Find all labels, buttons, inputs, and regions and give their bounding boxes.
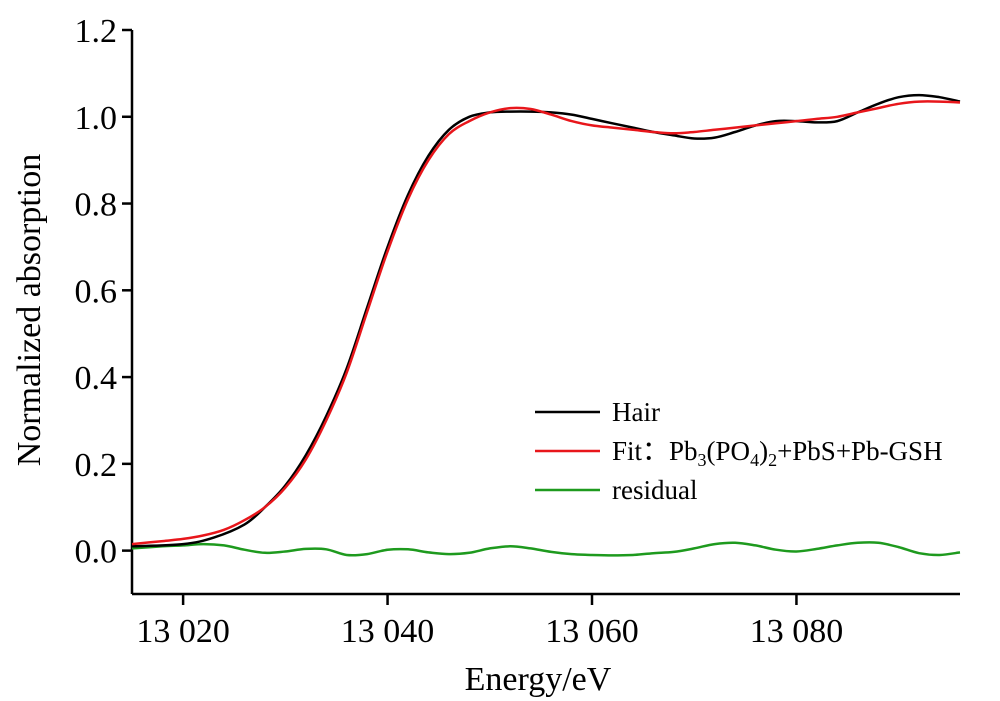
y-tick-label: 0.8 bbox=[75, 187, 118, 224]
y-tick-label: 0.6 bbox=[75, 273, 118, 310]
fit-sub2: 4 bbox=[750, 450, 759, 470]
axes: 0.0 0.2 0.4 0.6 0.8 1.0 1.2 13 020 13 040 13 060 1… bbox=[75, 13, 960, 650]
series-hair-line bbox=[131, 93, 961, 548]
y-tick-label: 0.4 bbox=[75, 360, 118, 397]
series-residual-line bbox=[131, 541, 961, 557]
legend: Hair Fit：Pb3(PO4)2+PbS+Pb-GSH residual bbox=[535, 397, 943, 505]
legend-label-residual: residual bbox=[612, 475, 697, 505]
fit-mid: (PO bbox=[707, 436, 751, 466]
fit-sub3: 2 bbox=[768, 450, 777, 470]
x-axis-title: Energy/eV bbox=[465, 661, 612, 698]
fit-prefix: Fit：Pb bbox=[612, 436, 698, 466]
legend-label-hair: Hair bbox=[612, 397, 660, 427]
x-tick-label: 13 040 bbox=[341, 613, 435, 650]
legend-label-fit: Fit：Pb3(PO4)2+PbS+Pb-GSH bbox=[612, 436, 943, 470]
fit-close: ) bbox=[759, 436, 768, 466]
y-tick-label: 1.2 bbox=[75, 13, 118, 50]
y-tick-label: 0.2 bbox=[75, 447, 118, 484]
x-tick-label: 13 020 bbox=[136, 613, 230, 650]
fit-sub1: 3 bbox=[698, 450, 707, 470]
series-layer bbox=[131, 93, 961, 557]
y-axis-title: Normalized absorption bbox=[11, 154, 48, 467]
fit-suffix: +PbS+Pb-GSH bbox=[777, 436, 943, 466]
y-tick-label: 1.0 bbox=[75, 100, 118, 137]
x-tick-label: 13 080 bbox=[750, 613, 844, 650]
y-tick-label: 0.0 bbox=[75, 534, 118, 571]
series-fit-line bbox=[131, 100, 961, 546]
x-tick-label: 13 060 bbox=[545, 613, 639, 650]
